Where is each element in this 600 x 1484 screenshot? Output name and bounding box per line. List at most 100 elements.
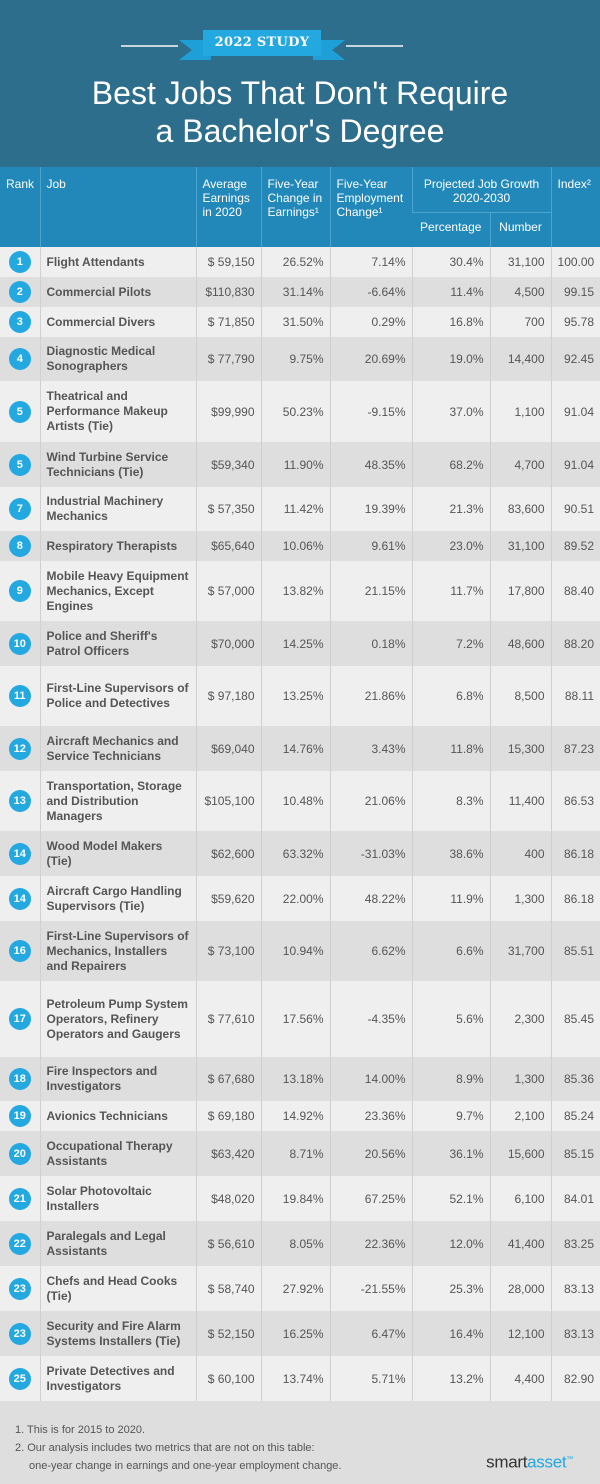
job-cell: Chefs and Head Cooks (Tie) [39, 1266, 196, 1311]
growth-pct-cell: 38.6% [411, 831, 490, 876]
employment-change-cell: 20.56% [329, 1131, 412, 1176]
table-row: 2 Commercial Pilots $110,830 31.14% -6.64% 11… [0, 277, 600, 307]
job-cell: First-Line Supervisors of Police and Det… [39, 666, 196, 726]
employment-change-cell: 19.39% [329, 487, 412, 531]
rank-badge: 8 [8, 535, 31, 557]
earnings-change-cell: 14.76% [260, 726, 330, 771]
growth-num-cell: 31,700 [489, 921, 552, 981]
earnings-cell: $ 71,850 [195, 307, 261, 337]
trademark-icon: ™ [566, 1456, 573, 1463]
growth-num-cell: 4,700 [489, 442, 552, 487]
employment-change-cell: 48.22% [329, 876, 412, 921]
job-cell: Private Detectives and Investigators [39, 1356, 196, 1401]
job-cell: Aircraft Mechanics and Service Technicia… [39, 726, 196, 771]
growth-pct-cell: 11.4% [411, 277, 490, 307]
earnings-cell: $ 56,610 [195, 1221, 261, 1266]
earnings-change-cell: 13.25% [260, 666, 330, 726]
job-cell: Theatrical and Performance Makeup Artist… [39, 381, 196, 442]
rank-badge: 2 [8, 281, 31, 303]
table-row: 18 Fire Inspectors and Investigators $ 67,… [0, 1057, 600, 1101]
index-cell: 85.51 [550, 921, 600, 981]
employment-change-cell: 23.36% [329, 1101, 412, 1131]
column-header-earnings: Average Earnings in 2020 [195, 167, 261, 247]
earnings-change-cell: 17.56% [260, 981, 330, 1057]
rank-cell: 19 [0, 1101, 40, 1131]
page-title: Best Jobs That Don't Require a Bachelor'… [0, 74, 600, 150]
index-cell: 85.24 [550, 1101, 600, 1131]
employment-change-cell: -6.64% [329, 277, 412, 307]
rank-badge: 7 [8, 498, 31, 520]
growth-pct-cell: 52.1% [411, 1176, 490, 1221]
earnings-change-cell: 31.50% [260, 307, 330, 337]
earnings-cell: $62,600 [195, 831, 261, 876]
growth-pct-cell: 36.1% [411, 1131, 490, 1176]
job-cell: Wind Turbine Service Technicians (Tie) [39, 442, 196, 487]
table-row: 1 Flight Attendants $ 59,150 26.52% 7.14% 30.… [0, 247, 600, 277]
growth-num-cell: 12,100 [489, 1311, 552, 1356]
growth-pct-cell: 13.2% [411, 1356, 490, 1401]
column-header-growth-percentage: Percentage [412, 211, 490, 247]
earnings-cell: $ 77,790 [195, 337, 261, 381]
growth-num-cell: 41,400 [489, 1221, 552, 1266]
table-row: 19 Avionics Technicians $ 69,180 14.92% 23.3… [0, 1101, 600, 1131]
rank-cell: 13 [0, 771, 40, 831]
growth-num-cell: 15,600 [489, 1131, 552, 1176]
column-header-growth-group: Projected Job Growth 2020-2030 [411, 167, 552, 212]
rank-cell: 16 [0, 921, 40, 981]
rank-badge: 9 [8, 580, 31, 602]
index-cell: 87.23 [550, 726, 600, 771]
logo-text-smart: smart [486, 1452, 528, 1472]
earnings-cell: $48,020 [195, 1176, 261, 1221]
growth-pct-cell: 11.7% [411, 561, 490, 621]
rank-badge: 14 [8, 887, 31, 910]
employment-change-cell: 48.35% [329, 442, 412, 487]
growth-num-cell: 15,300 [489, 726, 552, 771]
earnings-cell: $ 73,100 [195, 921, 261, 981]
earnings-change-cell: 11.42% [260, 487, 330, 531]
rank-badge: 23 [8, 1322, 31, 1345]
rank-cell: 14 [0, 876, 40, 921]
earnings-cell: $65,640 [195, 531, 261, 561]
rank-badge: 13 [8, 790, 31, 812]
employment-change-cell: -9.15% [329, 381, 412, 442]
earnings-change-cell: 31.14% [260, 277, 330, 307]
growth-pct-cell: 6.6% [411, 921, 490, 981]
growth-num-cell: 17,800 [489, 561, 552, 621]
growth-pct-cell: 16.8% [411, 307, 490, 337]
table-row: 8 Respiratory Therapists $65,640 10.06% 9.61… [0, 531, 600, 561]
growth-num-cell: 8,500 [489, 666, 552, 726]
rank-badge: 19 [8, 1105, 31, 1127]
earnings-change-cell: 14.92% [260, 1101, 330, 1131]
column-header-employment-change: Five-Year Employment Change¹ [329, 167, 412, 247]
divider-line-right [346, 45, 403, 47]
growth-num-cell: 400 [489, 831, 552, 876]
table-row: 3 Commercial Divers $ 71,850 31.50% 0.29% 16.… [0, 307, 600, 337]
index-cell: 89.52 [550, 531, 600, 561]
index-cell: 86.18 [550, 876, 600, 921]
earnings-change-cell: 10.94% [260, 921, 330, 981]
job-cell: Fire Inspectors and Investigators [39, 1057, 196, 1101]
rank-badge: 12 [8, 737, 31, 760]
rank-cell: 9 [0, 561, 40, 621]
index-cell: 85.36 [550, 1057, 600, 1101]
index-cell: 91.04 [550, 442, 600, 487]
table-row: 9 Mobile Heavy Equipment Mechanics, Excep… [0, 561, 600, 621]
rank-badge: 17 [8, 1008, 31, 1030]
earnings-cell: $59,620 [195, 876, 261, 921]
growth-pct-cell: 11.9% [411, 876, 490, 921]
index-cell: 99.15 [550, 277, 600, 307]
column-header-job: Job [39, 167, 196, 247]
growth-pct-cell: 8.9% [411, 1057, 490, 1101]
employment-change-cell: 3.43% [329, 726, 412, 771]
table-row: 16 First-Line Supervisors of Mechanics, I… [0, 921, 600, 981]
earnings-cell: $ 59,150 [195, 247, 261, 277]
job-cell: Solar Photovoltaic Installers [39, 1176, 196, 1221]
rank-cell: 7 [0, 487, 40, 531]
rank-cell: 14 [0, 831, 40, 876]
index-cell: 83.13 [550, 1311, 600, 1356]
earnings-change-cell: 9.75% [260, 337, 330, 381]
employment-change-cell: 6.62% [329, 921, 412, 981]
rank-cell: 21 [0, 1176, 40, 1221]
rank-cell: 18 [0, 1057, 40, 1101]
employment-change-cell: 21.86% [329, 666, 412, 726]
